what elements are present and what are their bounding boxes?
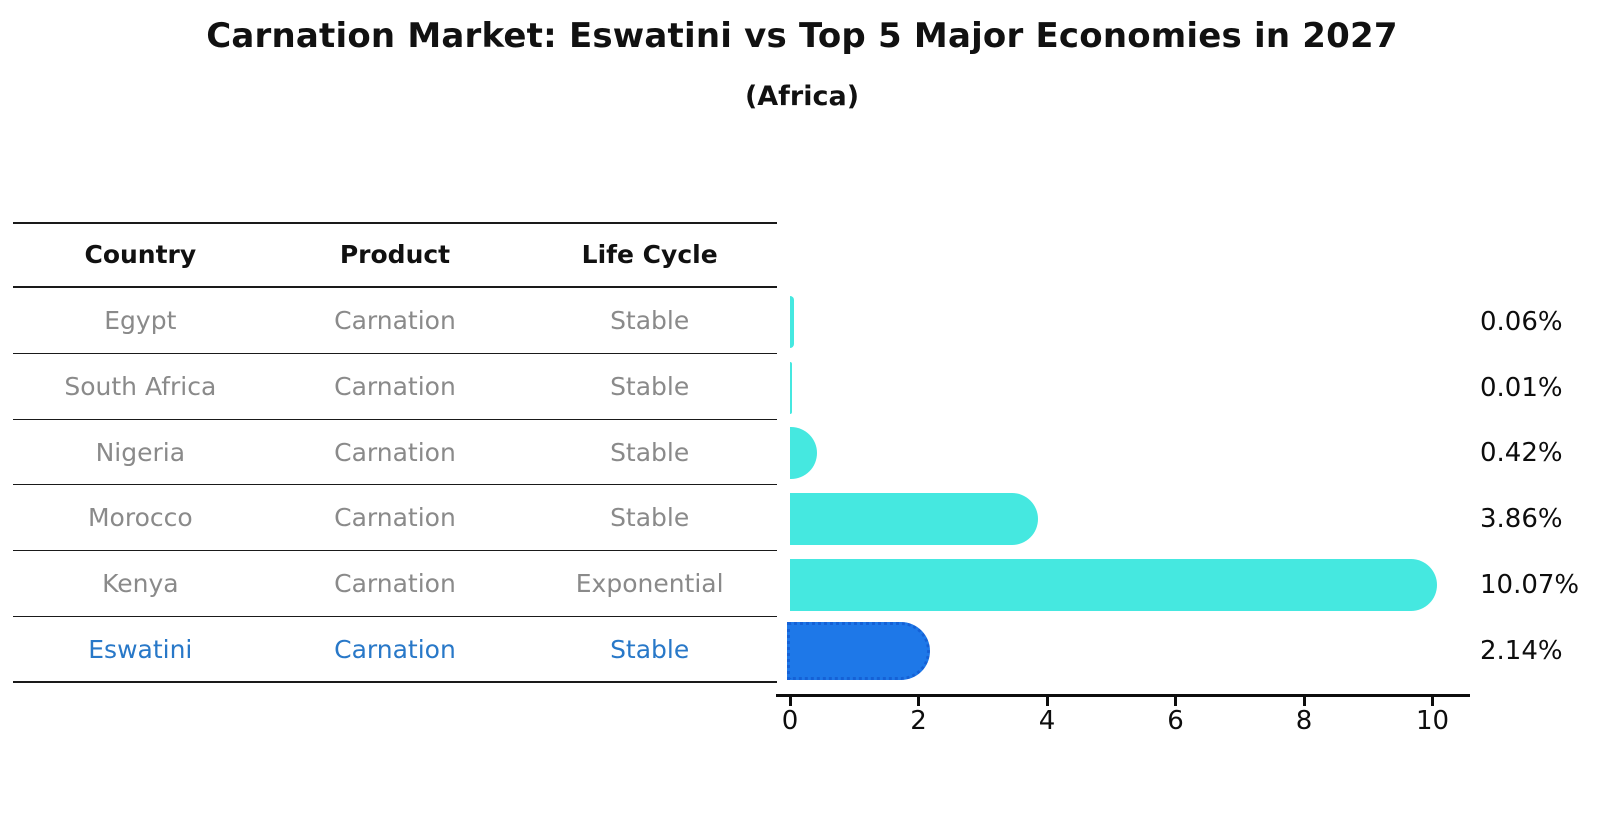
tick-label: 8 (1295, 706, 1313, 736)
cell-life-cycle: Stable (610, 634, 690, 664)
value-label-egypt: 0.06% (1480, 307, 1563, 337)
cell-product: Carnation (334, 634, 456, 664)
chart-subtitle: (Africa) (744, 81, 860, 112)
cell-life-cycle: Stable (610, 437, 690, 467)
value-label-eswatini: 2.14% (1480, 636, 1563, 666)
tick-label: 10 (1415, 706, 1450, 736)
cell-country: Kenya (102, 569, 179, 599)
cell-product: Carnation (334, 503, 456, 533)
bar-nigeria (790, 427, 817, 479)
table-row-nigeria: Nigeria Carnation Stable (13, 420, 777, 486)
value-label-morocco: 3.86% (1480, 504, 1563, 534)
cell-country: South Africa (64, 371, 217, 401)
cell-life-cycle: Stable (610, 305, 690, 335)
col-header-product: Product (339, 240, 451, 270)
value-label-nigeria: 0.42% (1480, 438, 1563, 468)
cell-product: Carnation (334, 437, 456, 467)
cell-country: Morocco (87, 503, 193, 533)
tick-mark (1045, 697, 1049, 706)
tick-mark (1302, 697, 1306, 706)
bar-south-africa (790, 362, 792, 414)
tick-label: 6 (1167, 706, 1184, 736)
cell-life-cycle: Exponential (575, 569, 724, 599)
tick-label: 0 (781, 706, 799, 736)
cell-country: Nigeria (95, 437, 186, 467)
table-row-south-africa: South Africa Carnation Stable (13, 354, 777, 420)
bar-eswatini (787, 622, 931, 680)
col-header-country: Country (84, 240, 197, 270)
cell-product: Carnation (334, 569, 456, 599)
tick-mark (788, 697, 792, 706)
chart-title: Carnation Market: Eswatini vs Top 5 Majo… (206, 16, 1398, 56)
tick-label: 2 (910, 706, 927, 736)
cell-country: Eswatini (88, 634, 193, 664)
bar-kenya (790, 559, 1437, 611)
table-row-egypt: Egypt Carnation Stable (13, 288, 777, 354)
cell-life-cycle: Stable (610, 503, 690, 533)
cell-product: Carnation (334, 371, 456, 401)
value-label-kenya: 10.07% (1480, 570, 1580, 600)
col-header-life-cycle: Life Cycle (581, 240, 718, 270)
tick-mark (917, 697, 920, 706)
bar-egypt (790, 296, 794, 348)
tick-mark (1431, 697, 1434, 706)
tick-label: 4 (1038, 706, 1056, 736)
cell-life-cycle: Stable (610, 371, 690, 401)
bar-morocco (790, 493, 1038, 545)
table-row-kenya: Kenya Carnation Exponential (13, 551, 777, 618)
cell-product: Carnation (334, 305, 456, 335)
table-row-eswatini: Eswatini Carnation Stable (13, 617, 777, 684)
value-label-south-africa: 0.01% (1480, 373, 1563, 403)
table-header-row: Country Product Life Cycle (13, 222, 777, 288)
cell-country: Egypt (104, 305, 177, 335)
table-row-morocco: Morocco Carnation Stable (13, 485, 777, 552)
country-table: Country Product Life Cycle Egypt Carnati… (13, 222, 777, 684)
x-axis-line (776, 694, 1470, 697)
tick-mark (1174, 697, 1177, 706)
